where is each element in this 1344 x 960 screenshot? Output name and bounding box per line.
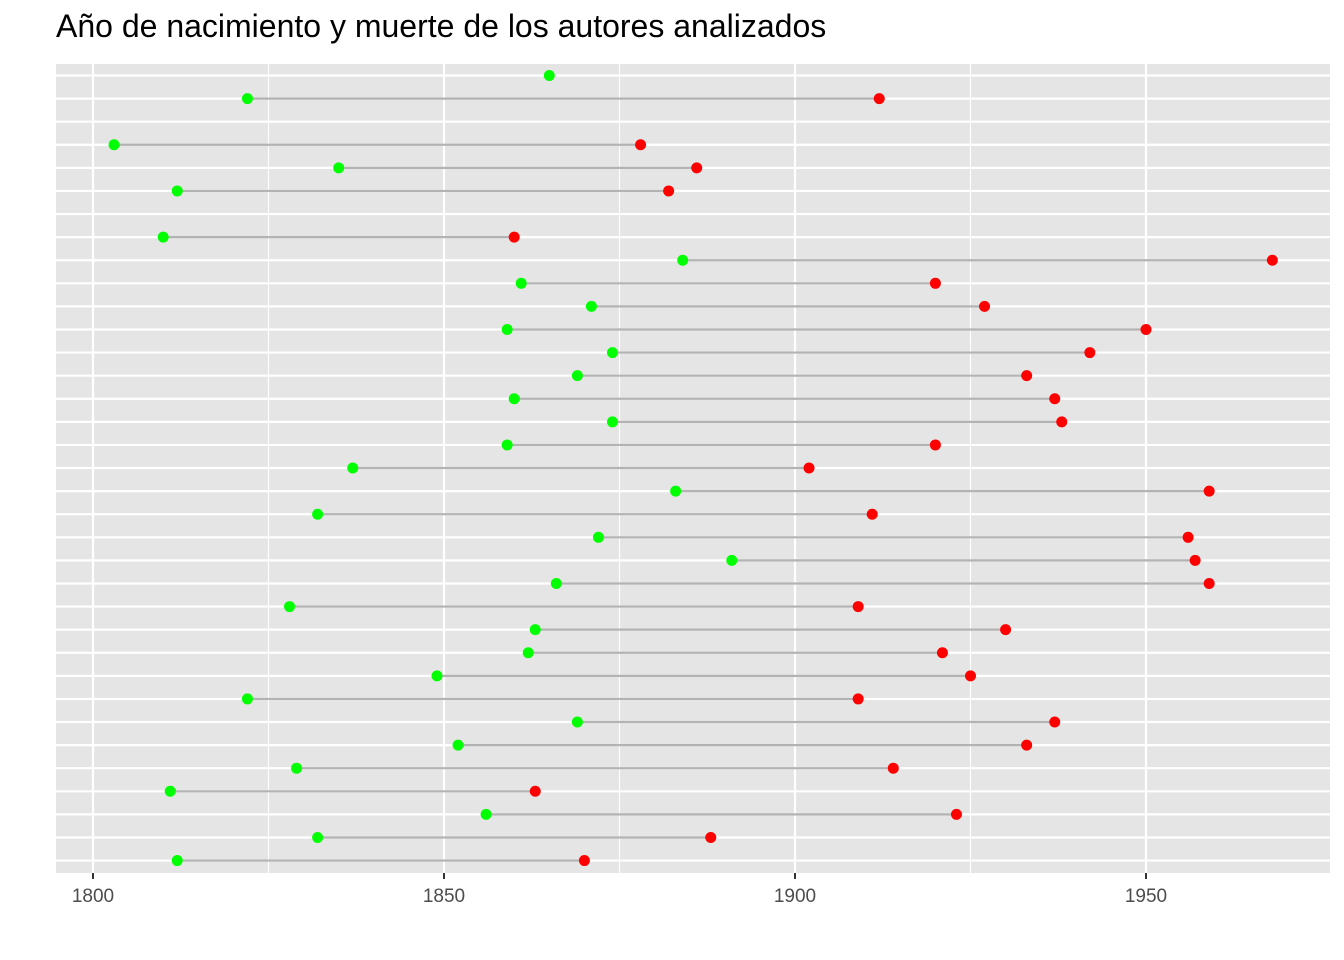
death-point xyxy=(1182,531,1194,543)
birth-point xyxy=(529,624,541,636)
chart-title: Año de nacimiento y muerte de los autore… xyxy=(56,8,827,44)
birth-point xyxy=(670,485,682,497)
death-point xyxy=(1056,416,1068,428)
x-axis: 1800 1850 1900 1950 xyxy=(72,873,1167,907)
birth-point xyxy=(571,370,583,382)
death-point xyxy=(691,162,703,174)
birth-point xyxy=(347,462,359,474)
x-tick-label: 1800 xyxy=(72,886,114,907)
death-point xyxy=(1084,347,1096,359)
death-point xyxy=(1203,485,1215,497)
death-point xyxy=(929,277,941,289)
death-point xyxy=(635,139,647,151)
death-point xyxy=(1049,393,1061,405)
death-point xyxy=(1140,323,1152,335)
birth-point xyxy=(157,231,169,243)
death-point xyxy=(529,785,541,797)
data-marks xyxy=(108,70,1278,867)
birth-point xyxy=(543,70,555,81)
death-point xyxy=(1189,554,1201,566)
x-tick-label: 1900 xyxy=(774,886,816,907)
birth-point xyxy=(171,855,183,867)
birth-point xyxy=(171,185,183,197)
birth-point xyxy=(592,531,604,543)
birth-point xyxy=(571,716,583,728)
birth-point xyxy=(550,577,562,589)
birth-point xyxy=(726,554,738,566)
death-point xyxy=(950,808,962,820)
birth-point xyxy=(431,670,443,682)
death-point xyxy=(663,185,675,197)
birth-point xyxy=(515,277,527,289)
birth-point xyxy=(480,808,492,820)
death-point xyxy=(1266,254,1278,266)
x-tick-label: 1850 xyxy=(423,886,465,907)
death-point xyxy=(965,670,976,682)
birth-point xyxy=(241,693,253,705)
death-point xyxy=(705,831,717,843)
death-point xyxy=(866,508,878,520)
birth-point xyxy=(501,439,513,451)
death-point xyxy=(1000,624,1012,636)
birth-point xyxy=(164,785,176,797)
birth-point xyxy=(606,347,618,359)
death-point xyxy=(852,693,864,705)
death-point xyxy=(1049,716,1061,728)
birth-point xyxy=(522,647,534,659)
birth-point xyxy=(291,762,303,774)
birth-point xyxy=(108,139,120,151)
death-point xyxy=(578,855,590,867)
birth-point xyxy=(508,393,520,405)
birth-point xyxy=(606,416,618,428)
death-point xyxy=(852,601,864,613)
death-point xyxy=(873,93,885,105)
death-point xyxy=(979,300,991,312)
birth-point xyxy=(284,601,296,613)
death-point xyxy=(936,647,948,659)
death-point xyxy=(508,231,520,243)
death-point xyxy=(1021,370,1033,382)
birth-point xyxy=(312,508,324,520)
death-point xyxy=(803,462,815,474)
birth-point xyxy=(333,162,345,174)
birth-point xyxy=(677,254,689,266)
birth-point xyxy=(452,739,464,751)
death-point xyxy=(887,762,899,774)
death-point xyxy=(929,439,941,451)
birth-point xyxy=(312,831,324,843)
x-tick-label: 1950 xyxy=(1125,886,1167,907)
birth-point xyxy=(241,93,253,105)
death-point xyxy=(1203,577,1215,589)
death-point xyxy=(1021,739,1033,751)
birth-point xyxy=(501,323,513,335)
birth-point xyxy=(585,300,597,312)
